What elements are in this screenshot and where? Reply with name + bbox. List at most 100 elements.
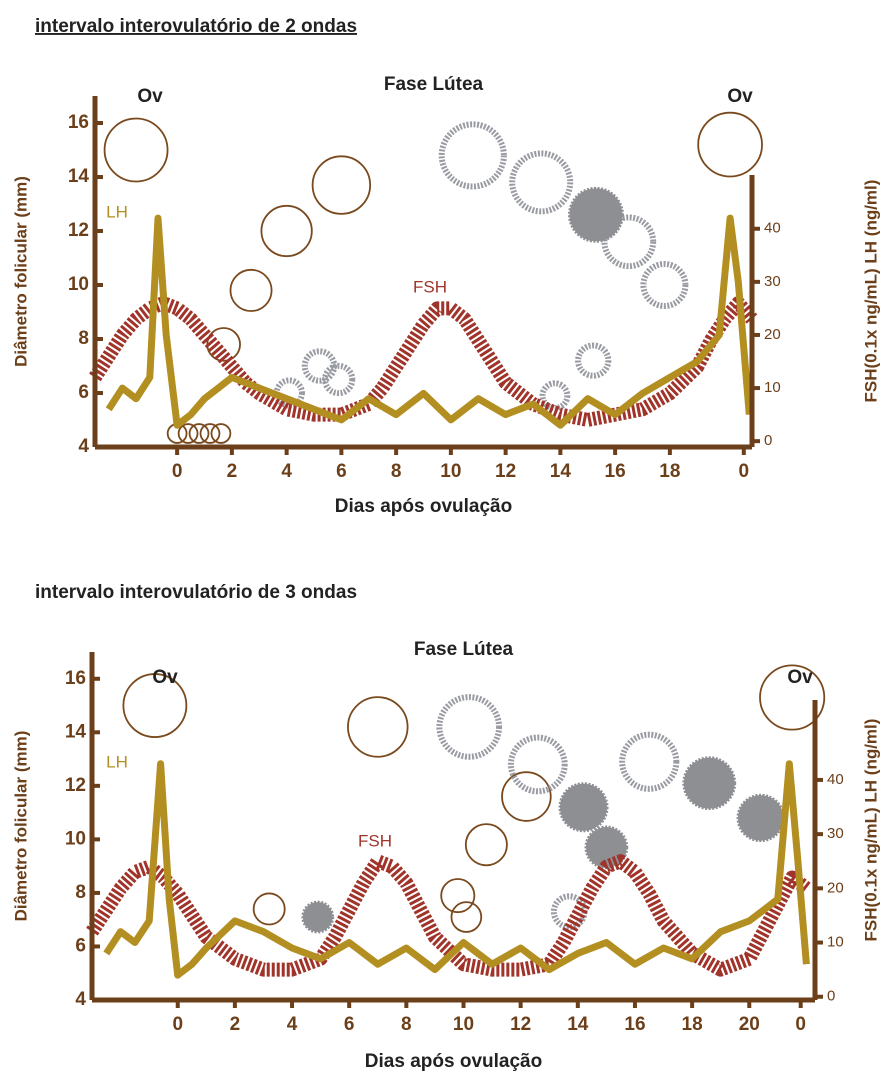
x-tick-label: 18: [682, 1014, 703, 1035]
annotation: Ov: [787, 667, 813, 688]
follicle: [301, 348, 338, 384]
series-label: LH: [106, 752, 128, 771]
y-tick-label: 16: [65, 668, 86, 689]
x-tick-label: 20: [739, 1014, 760, 1035]
y-tick-label: 8: [78, 328, 89, 349]
y-tick-label: 12: [68, 220, 89, 241]
x-tick-label: 0: [738, 461, 749, 482]
follicle: [682, 756, 737, 811]
x-tick-label: 2: [230, 1014, 241, 1035]
x-tick-label: 6: [344, 1014, 355, 1035]
x-axis-title: Dias após ovulação: [365, 1051, 542, 1072]
x-tick-label: 12: [495, 461, 516, 482]
y2-tick-label: 30: [827, 825, 844, 842]
y2-tick-label: 20: [764, 326, 781, 343]
y-tick-label: 10: [65, 828, 86, 849]
y2-tick-label: 20: [827, 879, 844, 896]
follicle: [550, 893, 588, 930]
y2-tick-label: 40: [764, 220, 781, 237]
follicle: [122, 673, 188, 738]
annotation: Ov: [137, 86, 163, 107]
y2-tick-label: 0: [764, 432, 772, 449]
follicle: [501, 771, 552, 822]
follicle: [464, 823, 508, 867]
y-axis-title: Diâmetro folicular (mm): [11, 176, 30, 367]
x-tick-label: 0: [795, 1014, 806, 1035]
chart-title: intervalo interovulatório de 2 ondas: [35, 16, 357, 37]
annotation: Ov: [152, 667, 178, 688]
y2-tick-label: 30: [764, 273, 781, 290]
series-label: LH: [106, 202, 128, 221]
y2-tick-label: 0: [827, 988, 835, 1005]
subtitle: Fase Lútea: [384, 74, 484, 95]
series-line: [105, 214, 753, 429]
follicle: [177, 423, 199, 444]
y-tick-label: 4: [75, 989, 86, 1010]
x-tick-label: 16: [605, 461, 626, 482]
y-tick-label: 10: [68, 274, 89, 295]
follicle: [321, 362, 356, 397]
follicle: [438, 121, 507, 190]
x-tick-label: 12: [510, 1014, 531, 1035]
x-tick-label: 8: [401, 1014, 412, 1035]
follicle: [301, 900, 335, 934]
y2-axis-title: FSH(0.1x ng/mL) LH (ng/ml): [861, 719, 880, 942]
x-axis-title: Dias após ovulação: [335, 496, 512, 517]
series-label: FSH: [413, 277, 447, 296]
subtitle: Fase Lútea: [414, 639, 514, 660]
x-tick-label: 4: [287, 1014, 298, 1035]
follicle: [199, 423, 221, 444]
x-tick-label: 0: [172, 1014, 183, 1035]
follicle: [229, 268, 273, 312]
y-tick-label: 4: [78, 436, 89, 457]
y2-tick-label: 40: [827, 771, 844, 788]
x-tick-label: 10: [440, 461, 461, 482]
series-line: [86, 854, 811, 977]
follicle: [440, 878, 476, 914]
follicle: [558, 782, 609, 833]
annotation: Ov: [727, 86, 753, 107]
follicle: [507, 734, 568, 795]
follicle: [260, 204, 313, 258]
follicle: [103, 117, 169, 183]
follicle: [311, 155, 372, 215]
y2-axis-title: FSH(0.1x ng/mL) LH (ng/ml): [861, 180, 880, 403]
follicle: [206, 327, 241, 362]
y-axis-title: Diâmetro folicular (mm): [11, 731, 30, 922]
follicle: [188, 423, 210, 444]
follicle: [252, 892, 286, 926]
follicle: [347, 696, 409, 758]
follicle: [568, 186, 624, 243]
y-tick-label: 12: [65, 775, 86, 796]
x-tick-label: 4: [281, 461, 292, 482]
y-tick-label: 14: [65, 721, 87, 742]
y-tick-label: 6: [78, 382, 89, 403]
y2-tick-label: 10: [764, 379, 781, 396]
follicle: [736, 793, 785, 843]
follicle: [539, 380, 571, 412]
x-tick-label: 2: [227, 461, 238, 482]
follicle: [697, 111, 763, 178]
series-line: [89, 296, 758, 427]
y-tick-label: 14: [68, 166, 90, 187]
follicle: [575, 342, 612, 379]
follicle: [436, 694, 503, 760]
x-tick-label: 10: [453, 1014, 474, 1035]
y-tick-label: 6: [75, 935, 86, 956]
follicle: [601, 214, 657, 270]
series-label: FSH: [358, 831, 392, 850]
chart-title: intervalo interovulatório de 3 ondas: [35, 582, 357, 603]
follicle: [210, 423, 232, 444]
x-tick-label: 6: [336, 461, 347, 482]
x-tick-label: 14: [550, 461, 572, 482]
follicle: [619, 731, 680, 792]
x-tick-label: 14: [567, 1014, 589, 1035]
series-line: [103, 760, 810, 979]
x-tick-label: 18: [659, 461, 680, 482]
follicle: [509, 150, 574, 215]
y-tick-label: 16: [68, 112, 89, 133]
follicle: [450, 901, 483, 933]
x-tick-label: 0: [172, 461, 183, 482]
